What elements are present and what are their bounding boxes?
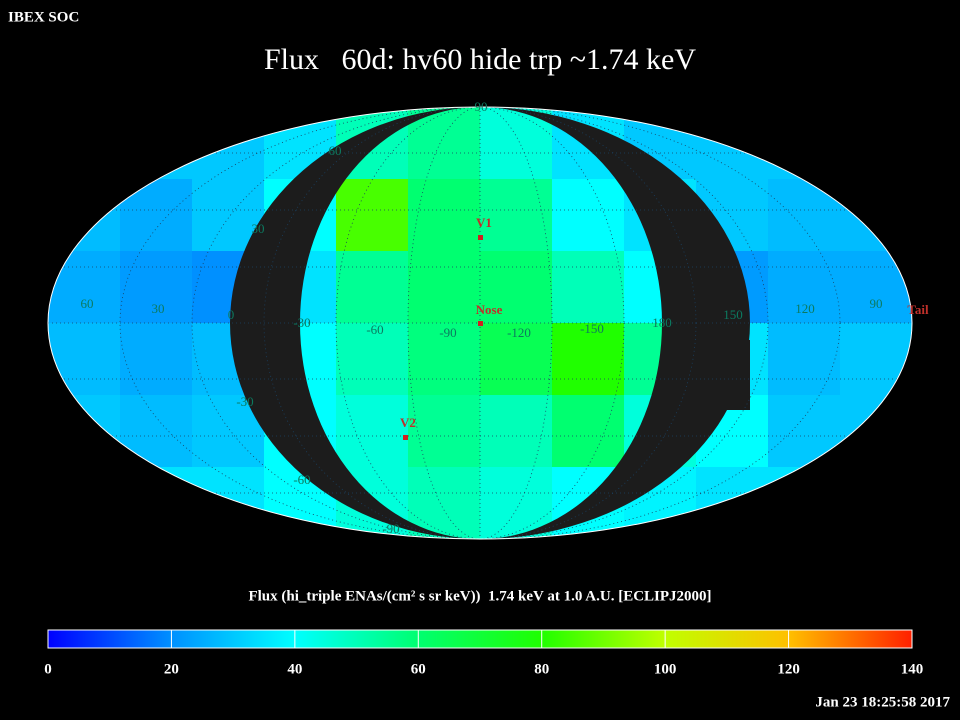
flux-cell	[120, 395, 193, 468]
flux-cell	[768, 107, 841, 180]
lat-label: -30	[236, 394, 253, 409]
flux-cell	[480, 323, 553, 396]
flux-cell	[840, 395, 912, 468]
colorbar-tick-label: 80	[534, 661, 549, 677]
flux-cell	[120, 107, 193, 180]
flux-cell	[120, 323, 193, 396]
lon-label: 30	[152, 301, 165, 316]
flux-cell	[840, 251, 912, 324]
flux-cell	[336, 251, 409, 324]
colorbar-tick-label: 60	[411, 661, 426, 677]
lat-label: -90	[382, 521, 399, 536]
flux-cell	[120, 179, 193, 252]
flux-cell	[840, 467, 912, 539]
colorbar-ticks: 0 20 40 60 80 100 120 140	[44, 630, 923, 677]
markers: V1 Nose V2 Tail	[400, 215, 929, 440]
no-data-band	[230, 107, 480, 539]
lon-label: 120	[795, 301, 815, 316]
flux-cell	[336, 179, 409, 252]
flux-cell	[120, 251, 193, 324]
flux-cell	[120, 467, 193, 539]
colorbar-label: Flux (hi_triple ENAs/(cm² s sr keV)) 1.7…	[248, 588, 711, 604]
marker-dot	[478, 321, 483, 326]
lat-label: -60	[293, 472, 310, 487]
marker-label: Nose	[476, 302, 503, 317]
marker-label: Tail	[907, 302, 929, 317]
flux-cell	[48, 107, 121, 180]
flux-cell	[48, 467, 121, 539]
marker-dot	[478, 235, 483, 240]
longitude-labels: 60 30 0 -30 -60 -90 -120 -150 180 150 12…	[81, 296, 883, 340]
lon-label: 180	[652, 315, 672, 330]
colorbar	[47, 629, 913, 649]
flux-cell	[840, 323, 912, 396]
lat-label: 30	[252, 221, 265, 236]
marker-label: V1	[476, 215, 492, 230]
lon-label: 0	[228, 307, 235, 322]
lon-label: 150	[723, 307, 743, 322]
flux-cell	[336, 323, 409, 396]
flux-cell	[768, 467, 841, 539]
flux-cell	[768, 179, 841, 252]
flux-cell	[48, 179, 121, 252]
lon-label: -120	[507, 325, 531, 340]
colorbar-tick-label: 100	[654, 661, 677, 677]
map-border	[47, 106, 913, 540]
colorbar-tick-label: 0	[44, 661, 52, 677]
flux-cell	[48, 323, 121, 396]
flux-cell	[696, 467, 769, 539]
colorbar-tick-label: 120	[777, 661, 800, 677]
flux-cell	[840, 107, 912, 180]
flux-cell	[768, 323, 841, 396]
marker-label: V2	[400, 415, 416, 430]
flux-cell	[480, 395, 553, 468]
lon-label: -150	[580, 321, 604, 336]
colorbar-tick-label: 20	[164, 661, 179, 677]
flux-cell	[552, 179, 625, 252]
flux-cell	[408, 323, 481, 396]
flux-cell	[768, 395, 841, 468]
no-data-band	[480, 107, 750, 539]
org-label: IBEX SOC	[8, 9, 79, 25]
flux-cell	[552, 251, 625, 324]
flux-cell	[768, 251, 841, 324]
flux-cell	[336, 395, 409, 468]
flux-cell	[552, 323, 625, 396]
colorbar-tick-label: 40	[287, 661, 302, 677]
flux-cell	[408, 251, 481, 324]
lat-label: 90	[475, 99, 488, 114]
lon-label: 60	[81, 296, 94, 311]
lon-label: -30	[293, 315, 310, 330]
flux-cell	[840, 179, 912, 252]
lon-label: -60	[366, 322, 383, 337]
colorbar-tick-label: 140	[901, 661, 924, 677]
lat-label: 60	[329, 143, 342, 158]
no-data-bands	[230, 107, 750, 539]
flux-cell	[480, 251, 553, 324]
flux-cell	[192, 107, 265, 180]
flux-cell	[480, 179, 553, 252]
flux-cell	[192, 467, 265, 539]
flux-cell	[48, 395, 121, 468]
title: Flux 60d: hv60 hide trp ~1.74 keV	[264, 43, 696, 76]
flux-cell	[48, 251, 121, 324]
timestamp: Jan 23 18:25:58 2017	[815, 694, 950, 710]
lon-label: -90	[439, 325, 456, 340]
latitude-labels: 90 60 30 -30 -60 -90	[236, 99, 487, 536]
marker-dot	[403, 435, 408, 440]
flux-cell	[408, 395, 481, 468]
flux-cell	[552, 395, 625, 468]
no-data-band	[706, 340, 750, 410]
lon-label: 90	[870, 296, 883, 311]
flux-cell	[408, 179, 481, 252]
